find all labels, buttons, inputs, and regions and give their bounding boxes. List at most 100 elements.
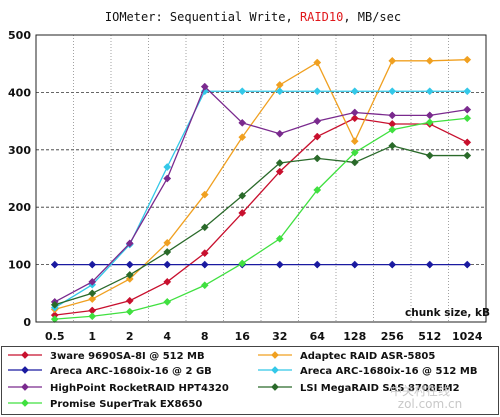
legend-label: Promise SuperTrak EX8650 [50,399,202,410]
data-point [425,260,434,269]
x-tick-label: 32 [272,330,287,343]
data-point [313,87,322,96]
data-point [238,191,247,200]
series-line [54,145,468,306]
chart-title-suffix: , MB/sec [343,10,401,24]
data-point [238,208,247,217]
series-1 [50,114,472,320]
legend-entry: Areca ARC-1680ix-16 @ 512 MB [258,366,477,377]
data-point [200,190,209,199]
data-point [163,248,172,256]
data-point [238,87,247,96]
legend: 3ware 9690SA-8I @ 512 MB Adaptec RAID ASR… [8,351,477,410]
series-3 [50,260,472,269]
data-point [125,274,134,283]
legend-entry: 3ware 9690SA-8I @ 512 MB [8,351,205,362]
data-point [275,167,284,176]
data-point [125,260,134,269]
series-group [50,55,472,324]
series-line [54,117,468,316]
data-point [350,108,359,117]
data-point [163,163,172,171]
data-point [163,174,172,183]
data-point [125,270,134,279]
data-point [238,133,247,142]
legend-label: HighPoint RocketRAID HPT4320 [50,383,229,394]
y-tick-label: 500 [8,29,31,42]
data-point [313,117,322,126]
series-line [54,90,468,309]
data-point [200,260,209,269]
legend-swatch-marker [271,383,279,391]
x-tick-label: 0.5 [45,330,65,343]
data-point [313,154,322,163]
data-point [463,114,472,123]
legend-label: Areca ARC-1680ix-16 @ 2 GB [50,366,212,377]
watermark-cn: 中关村在线 [390,383,450,398]
data-point [163,260,172,269]
plot-frame [35,34,487,323]
data-point [350,260,359,269]
legend-label: Adaptec RAID ASR-5805 [300,351,435,362]
data-point [238,259,247,268]
data-point [88,312,97,321]
data-point [388,87,397,96]
data-point [200,87,209,96]
data-point [350,158,359,167]
x-tick-label: 128 [343,330,366,343]
data-point [238,118,247,127]
legend-swatch-marker [21,366,29,374]
legend-box [1,346,499,415]
data-point [88,295,97,303]
data-point [388,111,397,120]
y-axis: 0 100 200 300 400 500 [8,29,31,329]
data-point [200,281,209,290]
data-point [425,111,434,120]
data-point [350,137,359,146]
legend-entry: Adaptec RAID ASR-5805 [258,351,435,362]
y-tick-label: 100 [8,259,31,272]
x-tick-label: 8 [201,330,209,343]
y-tick-label: 400 [8,86,31,99]
data-point [88,289,97,298]
data-point [350,148,359,157]
x-axis: 0.5 1 2 4 8 16 32 64 128 256 512 1024 [45,330,483,343]
x-tick-label: 256 [381,330,404,343]
series-4 [50,87,472,312]
data-point [463,105,472,114]
data-point [425,118,434,127]
legend-label: Areca ARC-1680ix-16 @ 512 MB [300,366,477,377]
chart-title: IOMeter: Sequential Write, RAID10, MB/se… [105,10,401,24]
data-point [275,234,284,243]
data-point [463,151,472,160]
data-point [425,56,434,65]
data-point [388,125,397,134]
legend-entry: LSI MegaRAID SAS 8708EM2 [258,383,460,394]
series-7 [50,114,472,324]
legend-swatch-marker [21,351,29,359]
series-6 [50,141,472,309]
data-point [350,87,359,96]
legend-entry: Promise SuperTrak EX8650 [8,399,202,410]
legend-swatch-marker [271,366,279,374]
data-point [125,307,134,316]
x-tick-label: 2 [126,330,134,343]
legend-label: 3ware 9690SA-8I @ 512 MB [50,351,205,362]
data-point [163,238,172,247]
data-point [50,315,59,324]
data-point [313,186,322,194]
y-tick-label: 300 [8,144,31,157]
data-point [425,87,434,96]
data-point [50,260,59,269]
data-point [463,260,472,269]
data-point [275,87,284,96]
data-point [163,277,172,286]
series-line [54,85,468,303]
data-point [125,296,134,305]
data-point [125,239,134,248]
legend-swatch-marker [21,399,29,407]
chart-title-prefix: IOMeter: Sequential Write, [105,10,300,24]
data-point [350,114,359,123]
x-tick-label: 16 [235,330,251,343]
